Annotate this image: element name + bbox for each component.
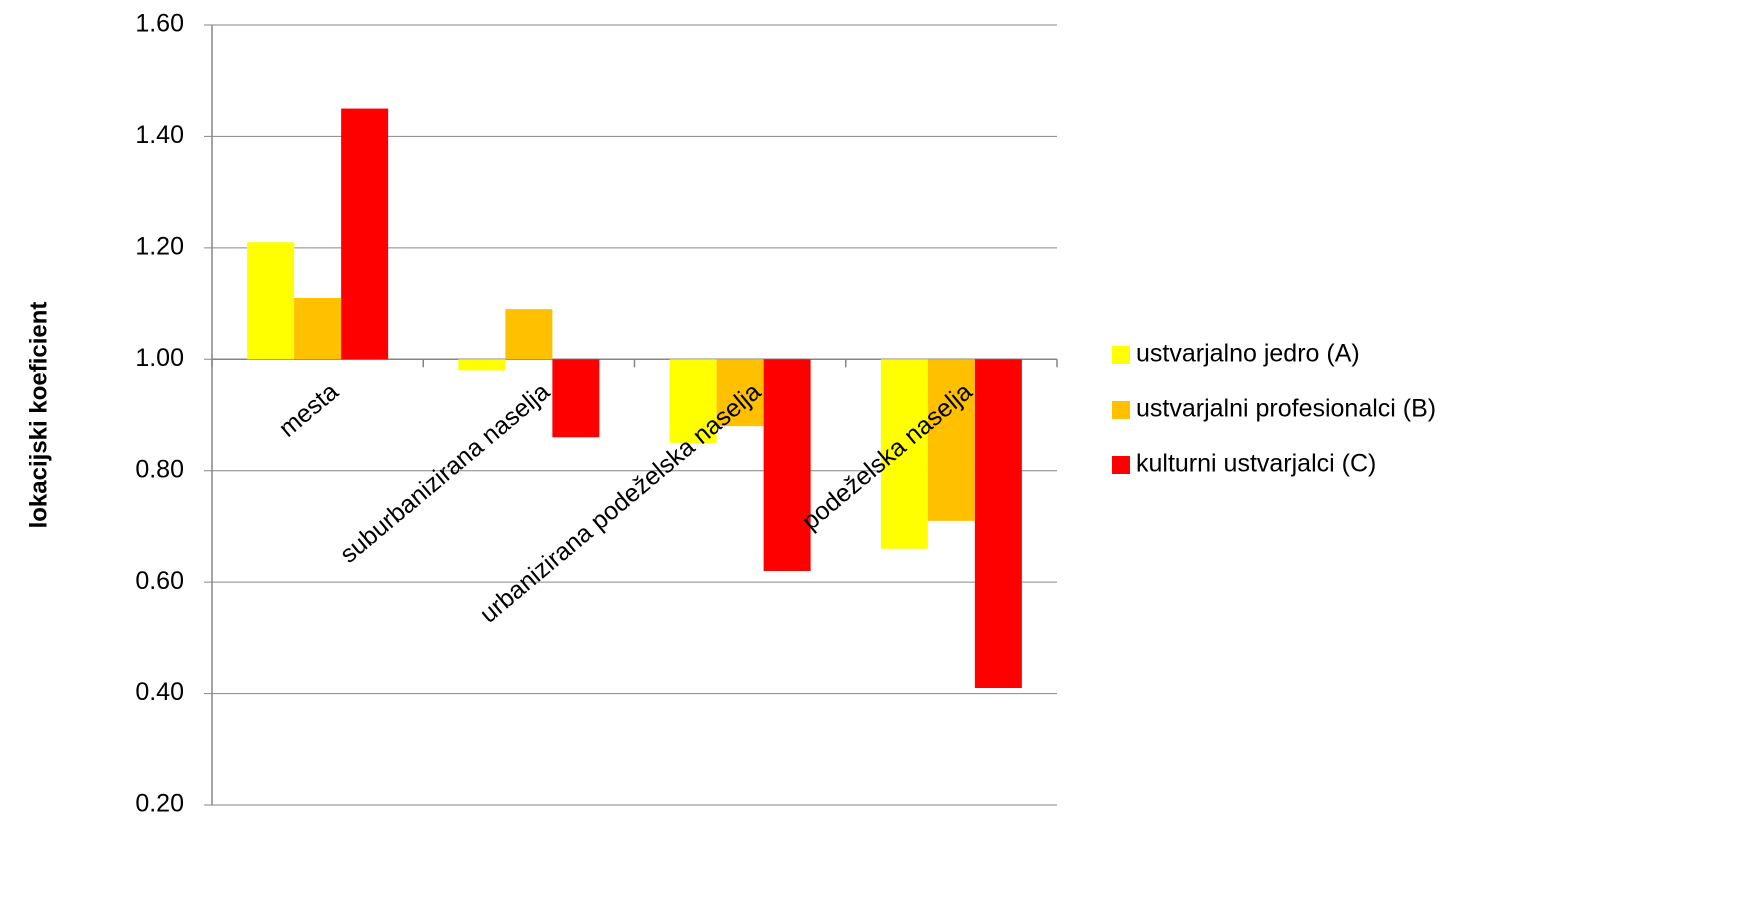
y-tick-label: 1.40: [135, 121, 184, 149]
legend-swatch: [1112, 346, 1130, 364]
y-tick-label: 0.20: [135, 790, 184, 818]
bar: [505, 309, 553, 360]
bar: [716, 359, 764, 427]
x-tick-label: mesta: [274, 377, 344, 442]
bar: [294, 298, 342, 360]
legend-label: kulturni ustvarjalci (C): [1136, 450, 1376, 478]
legend-swatch: [1112, 456, 1130, 474]
bar: [341, 108, 389, 360]
y-tick-label: 1.20: [135, 232, 184, 260]
bar: [927, 359, 975, 521]
bar: [669, 359, 717, 443]
y-tick-label: 0.60: [135, 567, 184, 595]
legend-swatch: [1112, 401, 1130, 419]
y-axis-title: lokacijski koeficient: [25, 302, 52, 529]
bar: [880, 359, 928, 549]
bar: [458, 359, 506, 371]
y-tick-label: 1.00: [135, 344, 184, 372]
y-tick-label: 0.80: [135, 455, 184, 483]
y-tick-label: 1.60: [135, 10, 184, 38]
legend-label: ustvarjalni profesionalci (B): [1136, 395, 1436, 423]
bar: [974, 359, 1022, 688]
bar: [247, 242, 295, 360]
y-tick-label: 0.40: [135, 678, 184, 706]
bar: [763, 359, 811, 571]
legend-label: ustvarjalno jedro (A): [1136, 340, 1360, 368]
x-tick-label: suburbanizirana naselja: [335, 377, 555, 568]
bar: [552, 359, 600, 438]
